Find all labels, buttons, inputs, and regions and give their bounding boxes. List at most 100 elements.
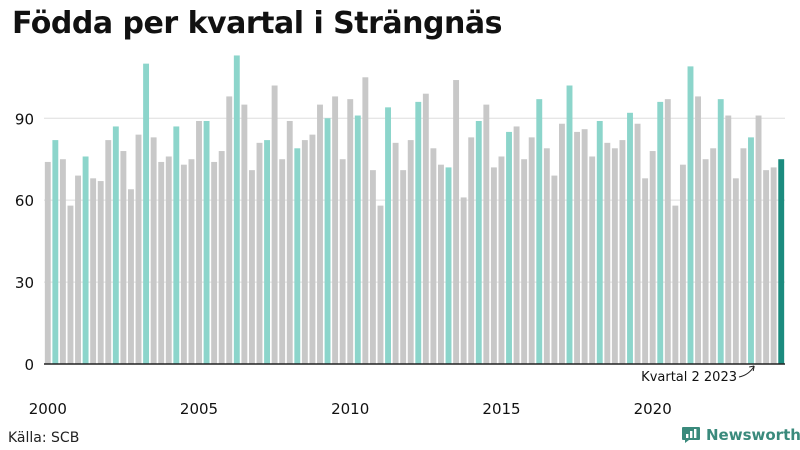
bar (521, 159, 528, 364)
bar (90, 178, 97, 364)
latest-bar (778, 159, 785, 364)
bar (475, 120, 482, 365)
bar (158, 161, 165, 364)
bar (725, 115, 732, 364)
bar (392, 142, 399, 364)
bar (317, 104, 323, 365)
bar (672, 205, 679, 364)
bar (611, 148, 618, 364)
x-tick-label: 2010 (331, 400, 369, 418)
bar (354, 115, 361, 364)
bar (490, 167, 497, 364)
bar (581, 129, 588, 364)
bar (203, 120, 210, 365)
bar (415, 101, 422, 364)
bar (369, 170, 376, 364)
bar (566, 85, 573, 364)
bar (135, 134, 142, 364)
bar (445, 167, 452, 364)
bar (604, 142, 611, 364)
bar (619, 140, 626, 364)
bar (498, 156, 505, 364)
bar (271, 85, 278, 364)
bar (196, 120, 202, 365)
bar (128, 189, 134, 364)
y-tick-label: 0 (24, 356, 34, 374)
bar (748, 137, 754, 364)
bar (180, 164, 187, 364)
bars-group (44, 55, 785, 365)
bar (173, 126, 180, 364)
bar (649, 151, 656, 364)
bar (339, 159, 346, 364)
bar (362, 77, 369, 365)
source-label: Källa: SCB (8, 430, 80, 446)
bar (528, 137, 535, 364)
y-tick-label: 60 (15, 192, 34, 210)
x-tick-label: 2020 (634, 400, 672, 418)
y-tick-label: 30 (15, 274, 34, 292)
bar (687, 66, 694, 364)
bar (513, 126, 520, 364)
bar (596, 120, 603, 365)
bar (702, 159, 709, 364)
bar (52, 140, 59, 364)
bar (422, 93, 429, 364)
bar (75, 175, 81, 364)
annotation-arrow (738, 365, 755, 378)
bar (294, 148, 301, 364)
bar (324, 118, 331, 364)
bar (430, 148, 437, 364)
bar (506, 131, 512, 364)
bar (468, 137, 475, 364)
bar (226, 96, 233, 365)
bar (256, 142, 263, 364)
tick-labels: 0 30 60 90 2000 2005 2010 2015 2020 (15, 110, 672, 418)
bar (460, 197, 467, 364)
bar (301, 140, 308, 364)
bar (589, 156, 596, 364)
bar (309, 134, 316, 364)
bar (97, 181, 104, 364)
bar (710, 148, 717, 364)
bar (188, 159, 195, 364)
bar (143, 63, 150, 365)
bar (438, 164, 444, 364)
bar (218, 151, 225, 364)
bar (551, 175, 558, 364)
bar (536, 99, 543, 365)
bar (241, 104, 248, 365)
bar (453, 80, 460, 364)
bar (82, 156, 89, 364)
bar (385, 107, 391, 364)
bar (770, 167, 777, 364)
bar (740, 148, 747, 364)
newsworthy-chart-icon (682, 427, 700, 443)
bar (120, 151, 127, 364)
bar (165, 156, 172, 364)
bar (67, 205, 74, 364)
x-tick-label: 2005 (180, 400, 218, 418)
bar (211, 161, 218, 364)
bar (332, 96, 339, 365)
bar (400, 170, 407, 364)
bar (233, 55, 240, 365)
bar (59, 159, 66, 364)
x-tick-label: 2015 (482, 400, 520, 418)
bar (150, 137, 157, 364)
bar (44, 161, 51, 364)
bar (642, 178, 649, 364)
bar (634, 123, 641, 364)
bar (755, 115, 762, 364)
x-tick-label: 2000 (29, 400, 67, 418)
bar (264, 140, 271, 364)
bar (279, 159, 286, 364)
bar (112, 126, 119, 364)
brand-logo[interactable]: Newsworthy (681, 426, 800, 444)
bar (679, 164, 686, 364)
annotation-group: Kvartal 2 2023 (641, 365, 755, 385)
bar (407, 140, 414, 364)
bar (574, 131, 581, 364)
bar (732, 178, 739, 364)
